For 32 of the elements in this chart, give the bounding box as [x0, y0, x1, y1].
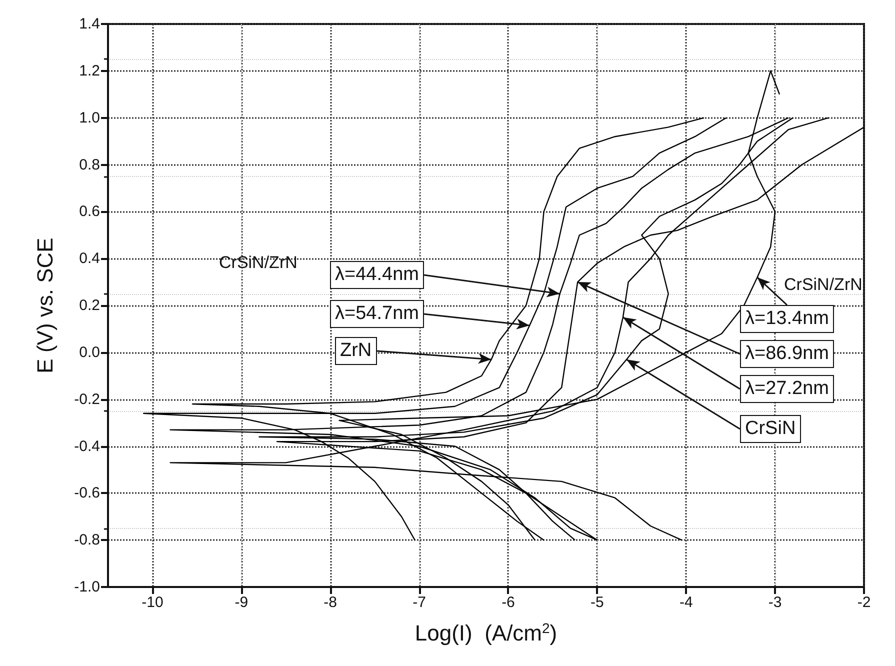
y-tick-label: -0.2 [74, 390, 100, 408]
x-tick-label: -3 [768, 594, 782, 611]
annotation: λ=86.9nm [740, 340, 834, 368]
y-tick-label: 1.0 [79, 109, 100, 126]
annotation: CrSiN [740, 415, 801, 443]
y-tick-label: 1.2 [79, 62, 100, 80]
annotation: CrSiN/ZrN [218, 252, 298, 274]
annotation: λ=13.4nm [740, 305, 834, 333]
annotation: λ=44.4nm [330, 261, 424, 289]
annotation: λ=54.7nm [330, 300, 424, 328]
y-tick-label: -0.4 [74, 438, 100, 455]
x-tick-label: -4 [679, 594, 693, 611]
annotation: ZrN [335, 337, 377, 365]
x-tick-label: -9 [234, 594, 248, 611]
x-tick-label: -6 [502, 594, 515, 611]
annotation: CrSiN/ZrN [783, 274, 864, 296]
x-tick-label: -10 [142, 594, 164, 611]
x-tick-label: -7 [412, 594, 426, 611]
annotation: λ=27.2nm [740, 375, 834, 403]
x-tick-label: -5 [590, 594, 604, 611]
y-tick-label: 0.2 [79, 297, 100, 314]
y-tick-label: -0.6 [74, 484, 100, 502]
y-tick-label: 1.4 [79, 16, 100, 32]
y-tick-label: 0.6 [79, 203, 100, 220]
y-tick-label: -1.0 [74, 578, 100, 596]
y-tick-label: 0.8 [79, 156, 100, 174]
x-tick-label: -2 [857, 594, 871, 611]
y-tick-label: -0.8 [74, 532, 100, 549]
x-tick-label: -8 [324, 594, 338, 611]
y-tick-label: 0.0 [79, 344, 100, 361]
y-axis-title: E (V) vs. SCE [32, 238, 58, 374]
y-tick-label: 0.4 [79, 250, 100, 268]
